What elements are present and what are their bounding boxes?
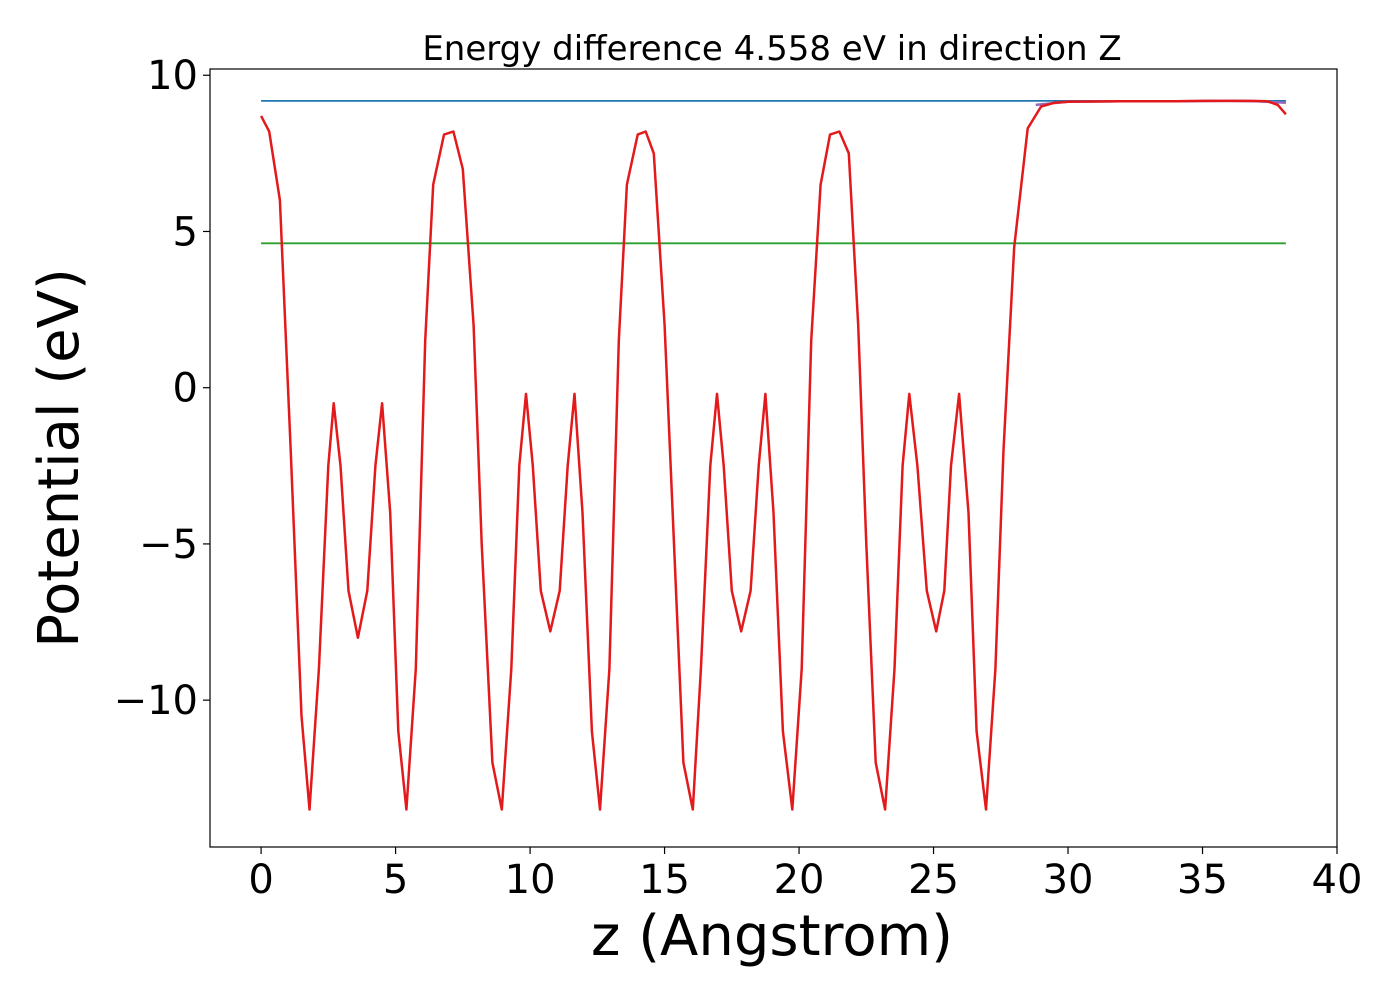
x-tick-label: 40: [1312, 857, 1363, 903]
x-tick-label: 20: [774, 857, 825, 903]
y-tick-label: −5: [139, 522, 198, 568]
y-tick-label: 0: [173, 366, 198, 412]
chart-title: Energy difference 4.558 eV in direction …: [422, 29, 1121, 69]
y-tick-label: −10: [114, 678, 198, 724]
x-axis: 0 5 10 15 20 25 30 35 40: [248, 847, 1362, 903]
x-tick-label: 35: [1177, 857, 1228, 903]
plot-area: [259, 99, 1287, 811]
x-tick-label: 30: [1043, 857, 1094, 903]
y-axis: 10 5 0 −5 −10: [114, 53, 210, 724]
y-tick-label: 5: [173, 209, 198, 255]
series-line-4: [259, 99, 1287, 811]
x-tick-label: 15: [639, 857, 690, 903]
plot-frame: [209, 68, 1338, 848]
y-axis-label: Potential (eV): [27, 268, 92, 648]
x-axis-label: z (Angstrom): [591, 904, 953, 969]
x-tick-label: 0: [248, 857, 273, 903]
y-tick-label: 10: [147, 53, 198, 99]
x-tick-label: 25: [908, 857, 959, 903]
x-tick-label: 5: [383, 857, 408, 903]
x-tick-label: 10: [505, 857, 556, 903]
